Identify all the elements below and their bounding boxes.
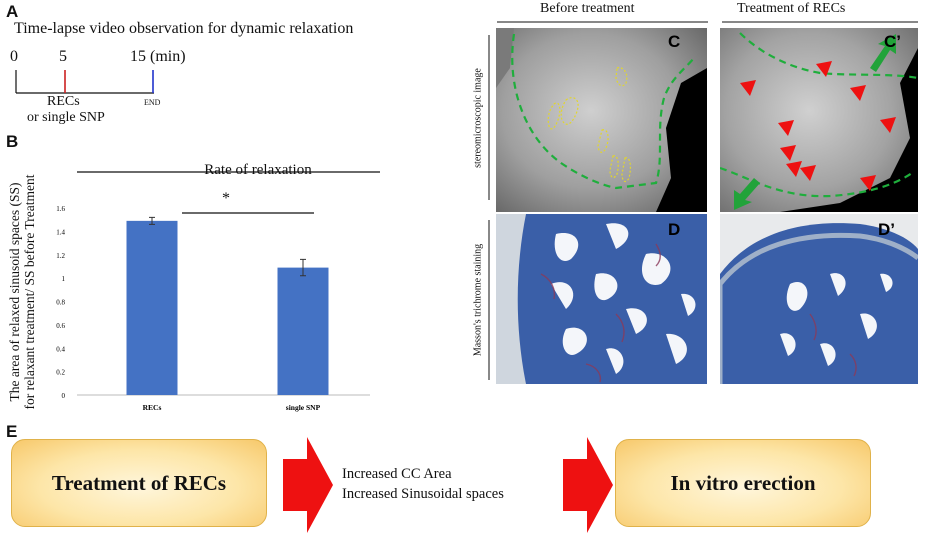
header-before-treatment: Before treatment bbox=[540, 1, 635, 16]
timeline-tick-5: 5 bbox=[59, 48, 67, 65]
y-tick-label: 1.4 bbox=[56, 228, 65, 236]
panel-a-letter: A bbox=[6, 2, 19, 21]
x-category-label: single SNP bbox=[286, 403, 321, 412]
red-arrowheads bbox=[740, 61, 896, 191]
significance-star: * bbox=[222, 190, 230, 207]
flow-box-treatment: Treatment of RECs bbox=[11, 439, 267, 527]
timeline-tick-0: 0 bbox=[10, 48, 18, 65]
photo-d-masson-before: D bbox=[496, 214, 707, 384]
y-tick-label: 0.8 bbox=[56, 299, 65, 307]
flow-box-erection: In vitro erection bbox=[615, 439, 871, 527]
timeline-graphic bbox=[15, 70, 154, 94]
y-tick-label: 0.2 bbox=[56, 369, 65, 377]
header-treatment-recs: Treatment of RECs bbox=[737, 1, 846, 16]
panel-b-letter: B bbox=[6, 132, 19, 151]
flow-arrow-1 bbox=[283, 437, 333, 533]
photo-d-prime-masson-after: D’ bbox=[720, 214, 918, 384]
flow-middle-line1: Increased CC Area bbox=[342, 466, 452, 482]
timeline-end-label: END bbox=[144, 98, 161, 107]
y-tick-label: 0 bbox=[62, 392, 66, 400]
flow-arrow-2 bbox=[563, 437, 613, 533]
y-tick-label: 1 bbox=[62, 275, 66, 283]
y-tick-label: 0.4 bbox=[56, 345, 65, 353]
flow-middle-text: Increased CC Area Increased Sinusoidal s… bbox=[342, 464, 504, 504]
error-bar bbox=[149, 216, 155, 225]
photo-c-prime-letter: C’ bbox=[884, 32, 901, 51]
y-tick-label: 1.2 bbox=[56, 252, 65, 260]
panel-cd-rules bbox=[488, 21, 918, 380]
photo-c-prime-stereo-after: C’ bbox=[720, 28, 918, 212]
timeline-tick-15: 15 (min) bbox=[130, 48, 186, 65]
photo-c-stereo-before: C bbox=[496, 28, 707, 212]
panel-e-letter: E bbox=[6, 422, 18, 441]
panel-a-title: Time-lapse video observation for dynamic… bbox=[14, 20, 354, 37]
photo-d-prime-letter: D’ bbox=[878, 220, 895, 239]
timeline-snp-label: or single SNP bbox=[27, 110, 105, 125]
photo-d-letter: D bbox=[668, 220, 681, 239]
photo-c-letter: C bbox=[668, 32, 681, 51]
side-label-stereo: stereomicroscopic image bbox=[472, 68, 484, 168]
y-tick-label: 1.6 bbox=[56, 205, 65, 213]
y-tick-label: 0.6 bbox=[56, 322, 65, 330]
bar-recs bbox=[126, 220, 178, 395]
bar-single-snp bbox=[277, 267, 329, 395]
flow-middle-line2: Increased Sinusoidal spaces bbox=[342, 486, 504, 502]
timeline-recs-label: RECs bbox=[47, 94, 80, 109]
error-bar bbox=[300, 258, 306, 277]
side-label-masson: Masson's trichrome staining bbox=[472, 243, 484, 357]
bar-chart: 0 0.2 0.4 0.6 0.8 1 1.2 1.4 1.6 RECs single SNP bbox=[56, 171, 380, 412]
x-category-label: RECs bbox=[143, 403, 162, 412]
chart-title: Rate of relaxation bbox=[204, 162, 312, 178]
